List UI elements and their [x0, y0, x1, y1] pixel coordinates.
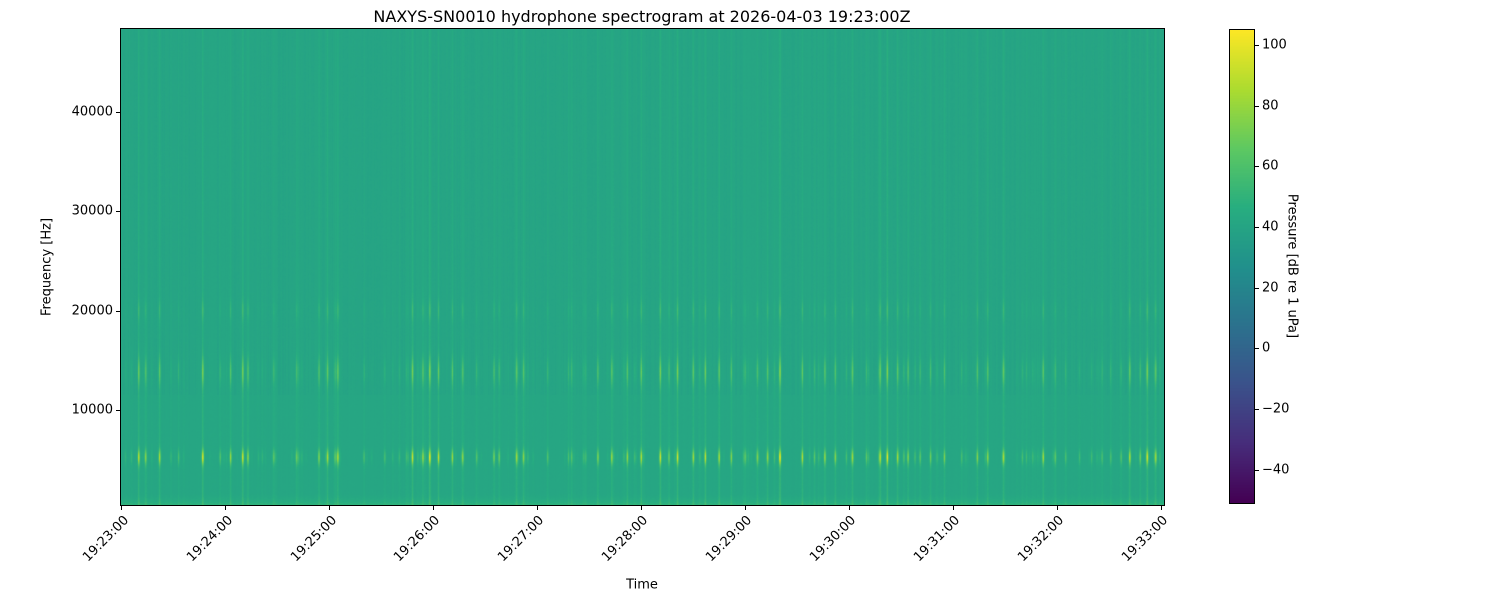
x-tick-label: 19:24:00	[183, 513, 236, 565]
colorbar-tick-mark	[1255, 409, 1259, 410]
colorbar-tick-mark	[1255, 227, 1259, 229]
colorbar-label: Pressure [dB re 1 uPa]	[1284, 193, 1300, 339]
x-tick-label: 19:32:00	[1015, 513, 1068, 565]
x-tick-label: 19:28:00	[599, 513, 652, 565]
colorbar-tick-mark	[1255, 105, 1259, 107]
x-tick-mark	[328, 506, 330, 510]
y-tick-mark	[116, 211, 120, 213]
x-tick-label: 19:23:00	[79, 513, 132, 565]
x-tick-mark	[536, 506, 538, 510]
colorbar-tick-label: 100	[1262, 37, 1287, 53]
spectrogram-heatmap	[121, 29, 1164, 505]
x-tick-mark	[121, 506, 122, 510]
x-tick-label: 19:30:00	[807, 513, 860, 565]
y-tick-label: 20000	[71, 303, 113, 319]
x-tick-mark	[432, 506, 434, 510]
x-tick-label: 19:26:00	[391, 513, 444, 565]
colorbar-tick-label: 60	[1262, 158, 1279, 174]
y-tick-mark	[116, 310, 120, 312]
y-tick-mark	[116, 112, 120, 114]
plot-title: NAXYS-SN0010 hydrophone spectrogram at 2…	[373, 7, 911, 26]
colorbar-tick-label: 20	[1262, 280, 1279, 296]
y-tick-label: 40000	[71, 104, 113, 120]
x-tick-mark	[1160, 506, 1162, 510]
x-tick-label: 19:25:00	[287, 513, 340, 565]
x-tick-label: 19:33:00	[1119, 513, 1172, 565]
x-tick-label: 19:31:00	[911, 513, 964, 565]
colorbar-tick-label: 0	[1262, 340, 1271, 356]
colorbar-tick-label: 40	[1262, 219, 1279, 235]
colorbar-tick-mark	[1255, 469, 1259, 471]
colorbar-tick-mark	[1255, 45, 1259, 47]
colorbar-tick-label: −20	[1262, 401, 1290, 417]
colorbar-frame	[1229, 29, 1255, 504]
colorbar-tick-mark	[1255, 166, 1259, 168]
x-tick-label: 19:29:00	[703, 513, 756, 565]
colorbar-tick-label: −40	[1262, 462, 1290, 478]
y-axis-label: Frequency [Hz]	[39, 217, 55, 317]
x-tick-mark	[1056, 506, 1058, 510]
x-axis-label: Time	[626, 577, 658, 593]
x-tick-mark	[640, 506, 642, 510]
y-tick-label: 10000	[71, 402, 113, 418]
colorbar-gradient	[1230, 30, 1254, 503]
axes-frame	[120, 28, 1165, 506]
colorbar-tick-mark	[1255, 287, 1259, 289]
x-tick-mark	[848, 506, 850, 510]
x-tick-label: 19:27:00	[495, 513, 548, 565]
colorbar-tick-mark	[1255, 348, 1259, 350]
colorbar-tick-label: 80	[1262, 98, 1279, 114]
y-tick-label: 30000	[71, 203, 113, 219]
x-tick-mark	[744, 506, 746, 510]
x-tick-mark	[952, 506, 954, 510]
y-tick-mark	[116, 409, 120, 411]
x-tick-mark	[224, 506, 226, 510]
